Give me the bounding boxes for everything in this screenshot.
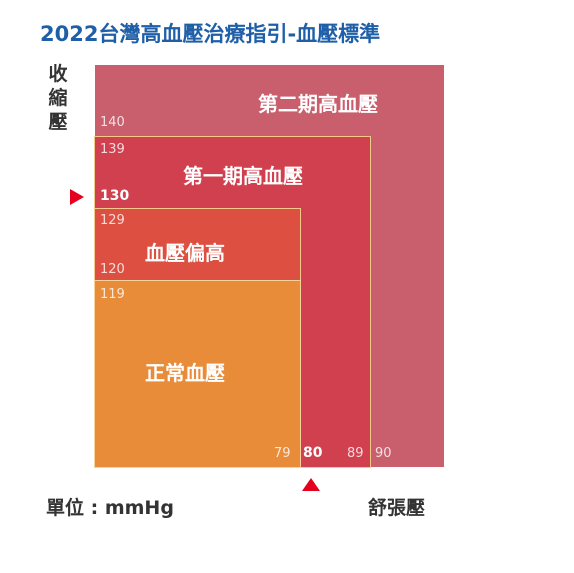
y-axis-label-char: 壓 <box>48 111 68 133</box>
diastolic-tick-80: 80 <box>303 445 323 461</box>
systolic-tick-120: 120 <box>100 262 125 277</box>
systolic-threshold-marker-icon <box>70 189 84 205</box>
diastolic-tick-90: 90 <box>375 446 392 461</box>
systolic-tick-130: 130 <box>100 188 130 204</box>
page-title: 2022台灣高血壓治療指引-血壓標準 <box>40 22 381 46</box>
zone-normal-label: 正常血壓 <box>145 361 225 385</box>
x-axis-label: 舒張壓 <box>368 497 426 519</box>
zone-stage2-label: 第二期高血壓 <box>258 92 378 116</box>
diastolic-threshold-marker-icon <box>302 478 320 491</box>
zone-normal <box>94 280 301 468</box>
y-axis-label: 收 縮 壓 <box>46 62 70 134</box>
unit-label: 單位 : mmHg <box>46 497 174 519</box>
systolic-tick-129: 129 <box>100 213 125 228</box>
diastolic-tick-79: 79 <box>274 446 291 461</box>
systolic-tick-119: 119 <box>100 287 125 302</box>
zone-stage1-label: 第一期高血壓 <box>183 164 303 188</box>
y-axis-label-char: 縮 <box>48 87 68 109</box>
diastolic-tick-89: 89 <box>347 446 364 461</box>
zone-elevated-label: 血壓偏高 <box>145 241 225 265</box>
systolic-tick-140: 140 <box>100 115 125 130</box>
y-axis-label-char: 收 <box>48 63 68 85</box>
systolic-tick-139: 139 <box>100 142 125 157</box>
